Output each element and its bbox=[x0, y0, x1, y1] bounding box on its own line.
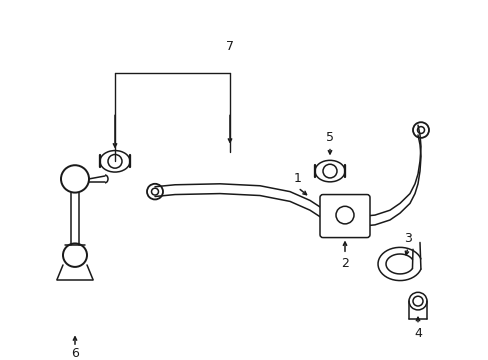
Text: 1: 1 bbox=[293, 172, 301, 185]
Text: 5: 5 bbox=[325, 131, 333, 144]
Text: 2: 2 bbox=[340, 257, 348, 270]
Text: 3: 3 bbox=[403, 232, 411, 245]
FancyBboxPatch shape bbox=[319, 194, 369, 238]
Text: 4: 4 bbox=[413, 327, 421, 340]
Text: 6: 6 bbox=[71, 347, 79, 360]
Text: 7: 7 bbox=[225, 40, 234, 53]
